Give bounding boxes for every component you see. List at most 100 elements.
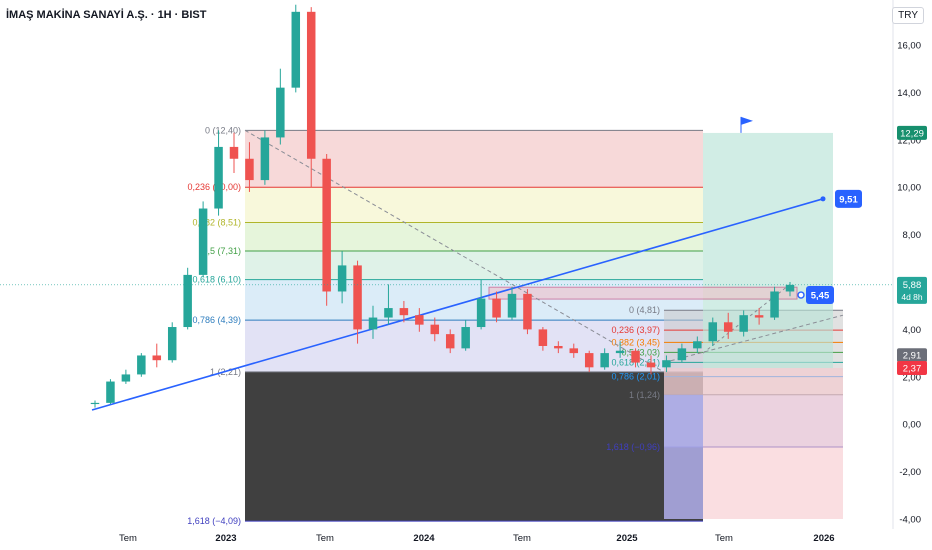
candle[interactable] — [245, 142, 254, 192]
candle-body — [693, 341, 702, 349]
candle[interactable] — [167, 322, 177, 363]
candle[interactable] — [306, 7, 316, 188]
candle-body — [167, 327, 177, 361]
candles[interactable] — [90, 4, 795, 408]
candle[interactable] — [291, 4, 301, 93]
candle[interactable] — [538, 327, 548, 351]
candle[interactable] — [430, 317, 440, 342]
candle[interactable] — [615, 341, 625, 358]
candle[interactable] — [399, 300, 409, 323]
candle[interactable] — [445, 329, 455, 354]
candle-body — [677, 348, 687, 361]
y-tick-label: 2,00 — [903, 372, 922, 383]
candle-body — [322, 158, 331, 292]
x-tick-label: 2024 — [413, 533, 435, 544]
fib-right-label-6: 1 (1,24) — [629, 390, 660, 400]
y-tick-label: -2,00 — [899, 467, 921, 478]
candle-body — [492, 298, 501, 318]
candle-body — [507, 293, 517, 318]
candle[interactable] — [770, 286, 779, 320]
candle[interactable] — [229, 132, 239, 173]
current-marker-label: 5,45 — [811, 291, 830, 302]
countdown-label: 4d 8h — [901, 292, 923, 302]
current-marker-dot[interactable] — [797, 291, 805, 299]
candle-body — [538, 329, 548, 346]
candle[interactable] — [368, 305, 378, 339]
x-tick-label: 2023 — [215, 533, 236, 544]
candle[interactable] — [677, 343, 687, 363]
fib-left-label-4: 0,618 (6,10) — [192, 275, 241, 285]
x-axis: Tem 2023 Tem 2024 Tem 2025 Tem 2026 — [119, 533, 835, 544]
trendline-end-handle[interactable] — [820, 196, 826, 202]
candle-body — [90, 402, 100, 405]
candle[interactable] — [507, 286, 517, 320]
fib-left-label-0: 0 (12,40) — [205, 125, 241, 135]
candle[interactable] — [785, 282, 795, 297]
candle[interactable] — [137, 353, 146, 377]
x-tick-label: 2025 — [616, 533, 638, 544]
currency-button[interactable]: TRY — [892, 7, 924, 24]
candle[interactable] — [739, 310, 748, 337]
flag-icon[interactable] — [741, 116, 753, 125]
candle[interactable] — [276, 68, 285, 145]
candle[interactable] — [384, 284, 393, 325]
candle[interactable] — [569, 343, 579, 358]
candle[interactable] — [754, 308, 764, 325]
candle[interactable] — [337, 251, 347, 304]
upper-target-label-bg — [897, 125, 927, 140]
last-price-bg — [897, 276, 927, 304]
candle[interactable] — [353, 260, 362, 344]
candle-body — [662, 360, 671, 368]
level-b-label: 2,37 — [903, 364, 922, 375]
level-b-label-bg — [897, 361, 927, 376]
candle-body — [523, 293, 532, 330]
candle-body — [106, 381, 115, 403]
candle[interactable] — [662, 355, 671, 373]
candle[interactable] — [584, 350, 594, 373]
fib-left-label-3: 0,5 (7,31) — [202, 246, 241, 256]
candle[interactable] — [554, 341, 563, 354]
candle[interactable] — [183, 267, 192, 330]
trendline[interactable] — [91, 196, 826, 411]
candle-body — [121, 374, 131, 382]
candle-body — [137, 355, 146, 375]
candle[interactable] — [461, 319, 470, 351]
current-marker-bg — [806, 286, 834, 305]
candle[interactable] — [198, 201, 208, 278]
candle-body — [430, 324, 440, 335]
y-tick-label: 14,00 — [897, 88, 921, 99]
position-profit-zone[interactable] — [703, 132, 833, 369]
candle[interactable] — [600, 348, 609, 370]
candle[interactable] — [523, 289, 532, 335]
candle[interactable] — [106, 379, 115, 405]
trendline-line[interactable] — [91, 198, 824, 411]
candle[interactable] — [322, 154, 331, 306]
candle[interactable] — [214, 130, 223, 216]
candle-body — [291, 11, 301, 88]
y-tick-label: -4,00 — [899, 515, 921, 526]
candle[interactable] — [492, 291, 501, 323]
candle[interactable] — [260, 130, 270, 185]
candle[interactable] — [415, 308, 424, 332]
symbol-title: İMAŞ MAKİNA SANAYİ A.Ş. · 1H · BIST — [6, 9, 207, 21]
fib-left-label-2: 0,382 (8,51) — [192, 218, 241, 228]
candle[interactable] — [631, 348, 640, 368]
candle[interactable] — [121, 369, 131, 384]
candle[interactable] — [693, 336, 702, 354]
fib-left-band-1 — [245, 187, 703, 223]
candle-body — [554, 345, 563, 349]
fib-left-anchor-line — [244, 129, 665, 373]
fib-right-label-1: 0,236 (3,97) — [611, 325, 660, 335]
breakout-zone-box[interactable] — [488, 286, 798, 300]
candle[interactable] — [152, 343, 162, 368]
candle[interactable] — [723, 312, 733, 339]
candle[interactable] — [90, 400, 100, 408]
candle[interactable] — [708, 317, 718, 346]
x-tick-label: 2026 — [813, 533, 834, 544]
x-tick-label: Tem — [715, 533, 733, 544]
candle[interactable] — [646, 355, 656, 375]
x-tick-label: Tem — [119, 533, 137, 544]
candle[interactable] — [476, 279, 486, 330]
candle-body — [615, 350, 625, 354]
